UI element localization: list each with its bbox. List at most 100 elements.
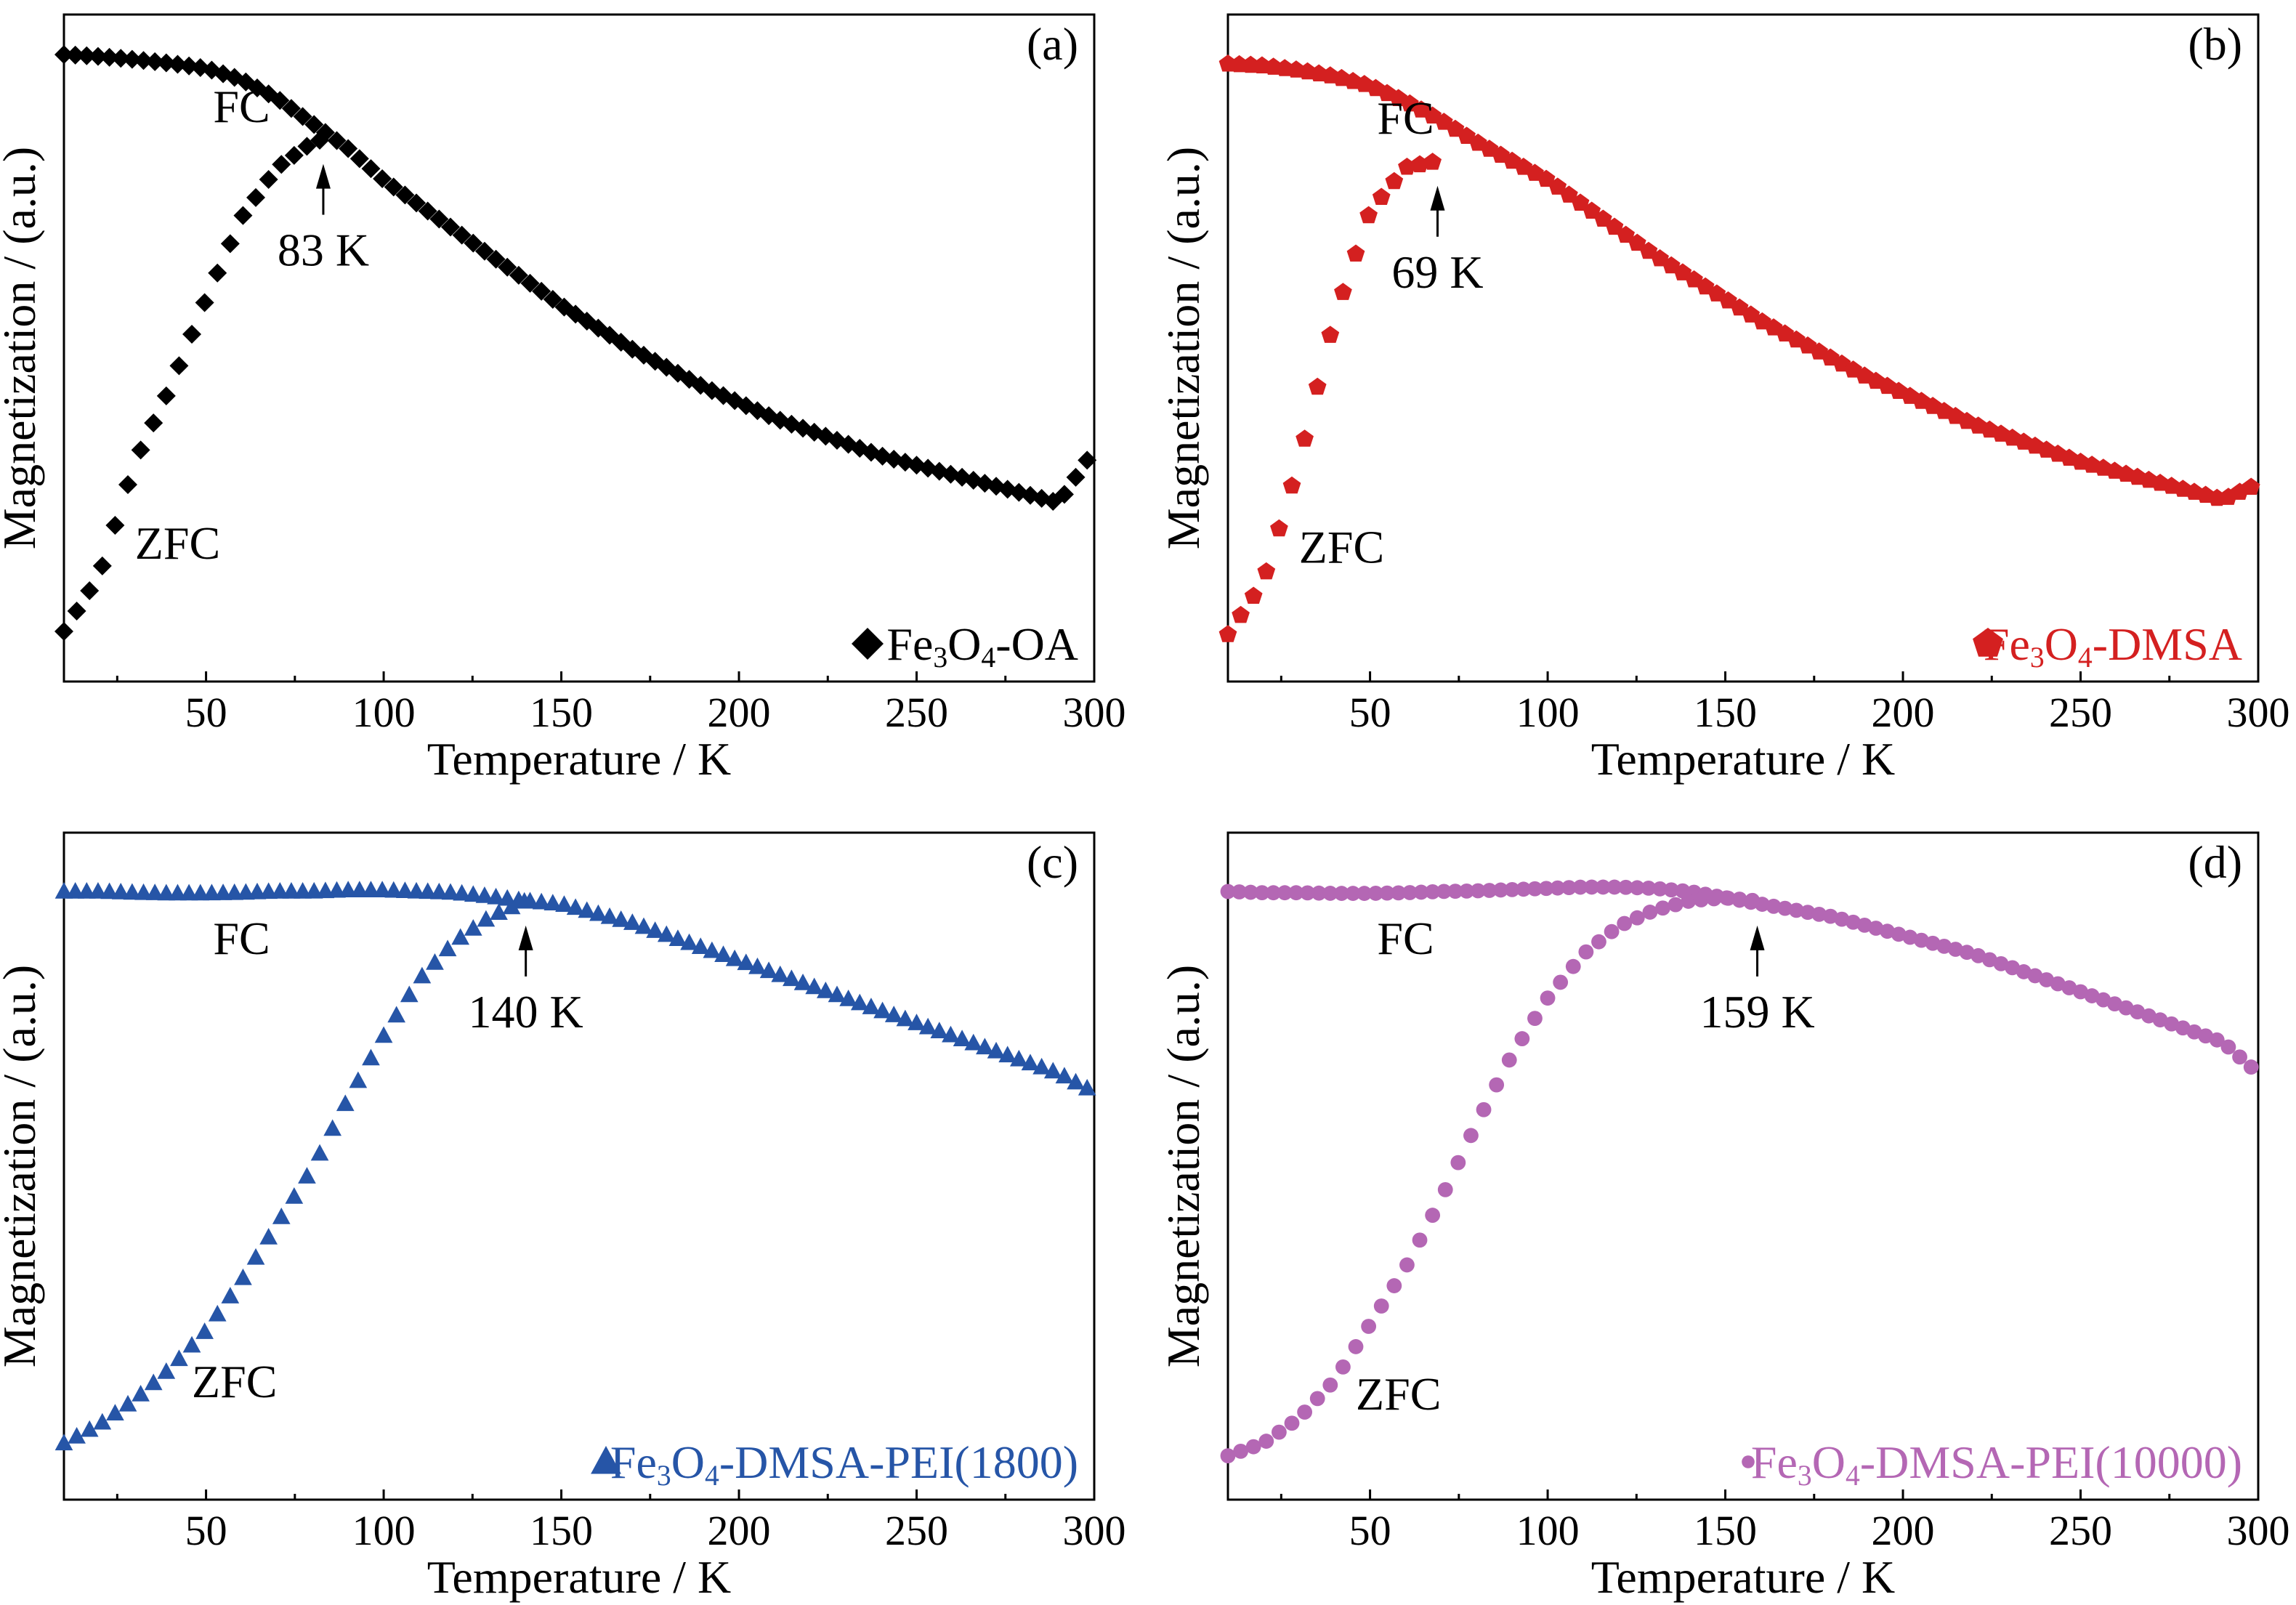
legend-marker — [1973, 628, 2003, 657]
fc-point — [384, 881, 403, 898]
x-tick-label: 100 — [352, 1507, 416, 1554]
fc-point — [2242, 477, 2260, 496]
fc-point — [1777, 900, 1793, 916]
fc-point — [2220, 1039, 2236, 1055]
fc-point — [77, 46, 97, 65]
zfc-point — [1437, 1181, 1453, 1197]
zfc-point — [1220, 1448, 1236, 1463]
fc-point — [111, 883, 130, 899]
fc-point — [66, 881, 84, 899]
panel-label: (b) — [2188, 18, 2242, 70]
fc-point — [1970, 947, 1986, 963]
fc-point — [225, 883, 244, 900]
fc-point — [1561, 880, 1577, 896]
x-tick-label: 100 — [1516, 1507, 1580, 1554]
fc-point — [2186, 1024, 2202, 1040]
fc-point — [88, 47, 108, 66]
fc-point — [54, 881, 73, 899]
fc-point — [918, 1017, 937, 1035]
zfc-point — [310, 1144, 329, 1161]
zfc-point — [92, 556, 112, 575]
fc-point — [1629, 880, 1645, 896]
fc-point — [2005, 960, 2021, 976]
fc-point — [1067, 1072, 1085, 1090]
zfc-label: ZFC — [1299, 521, 1384, 573]
fc-point — [612, 910, 631, 927]
fc-point — [748, 957, 767, 974]
fc-point — [1493, 882, 1508, 898]
zfc-point — [170, 1349, 188, 1367]
fc-point — [396, 881, 414, 899]
zfc-point — [464, 919, 482, 936]
fc-point — [2198, 1028, 2214, 1044]
zfc-point — [246, 1248, 265, 1265]
fc-point — [1470, 883, 1486, 899]
zfc-point — [1295, 429, 1314, 447]
zfc-point — [1604, 923, 1620, 939]
zfc-point — [195, 1322, 214, 1339]
fc-point — [247, 78, 267, 97]
fc-point — [293, 107, 312, 126]
fc-point — [896, 1009, 915, 1027]
fc-point — [1618, 879, 1634, 895]
zfc-point — [1476, 1101, 1492, 1117]
fc-point — [157, 884, 176, 901]
fc-point — [1482, 883, 1497, 898]
zfc-point — [349, 1071, 368, 1088]
x-tick-label: 50 — [1349, 1507, 1391, 1554]
zfc-point — [1321, 326, 1340, 343]
zfc-point — [400, 985, 419, 1003]
zfc-point — [234, 1268, 252, 1285]
zfc-point — [131, 440, 150, 460]
fc-point — [373, 169, 392, 188]
zfc-point — [93, 1412, 112, 1430]
zfc-point — [1578, 944, 1594, 960]
zfc-point — [80, 1420, 99, 1437]
fc-point — [1891, 926, 1907, 942]
panel-b: 50 100 150 200 250 300 Temperature / K Magnetiz… — [1157, 13, 2290, 785]
zfc-point — [1693, 892, 1709, 907]
fc-point — [1766, 898, 1782, 914]
fc-point — [1948, 942, 1963, 957]
fc-point — [1617, 225, 1636, 243]
fc-point — [1055, 1067, 1074, 1084]
zfc-point — [1334, 283, 1352, 300]
zfc-point — [1423, 153, 1442, 170]
fc-point — [1641, 880, 1657, 896]
fc-point — [1868, 921, 1884, 936]
zfc-label: ZFC — [192, 1356, 277, 1407]
x-tick-label: 100 — [1516, 689, 1580, 736]
fc-point — [1266, 885, 1281, 901]
panel-c: 50 100 150 200 250 300 Temperature / K Magnetiz… — [0, 831, 1126, 1603]
fc-point — [1288, 885, 1304, 901]
fc-point — [2095, 992, 2111, 1008]
x-axis-label: Temperature / K — [1591, 1551, 1895, 1603]
fc-point — [2118, 1000, 2134, 1016]
zfc-point — [272, 1207, 291, 1224]
zfc-point — [426, 953, 444, 970]
zfc-point — [132, 1385, 150, 1402]
fc-point — [1078, 1078, 1096, 1096]
zfc-point — [1218, 625, 1237, 642]
fc-point — [793, 973, 812, 990]
zfc-point — [1272, 1424, 1287, 1440]
fc-point — [566, 898, 585, 915]
x-axis-label: Temperature / K — [427, 733, 731, 785]
fc-point — [327, 131, 347, 150]
fc-point — [839, 990, 857, 1006]
fc-point — [1516, 881, 1532, 897]
fc-point — [2175, 1020, 2191, 1036]
peak-label: 140 K — [469, 986, 583, 1038]
fc-point — [281, 99, 301, 118]
zfc-point — [157, 1362, 176, 1379]
fc-point — [1550, 880, 1566, 896]
y-axis-label: Magnetization / (a.u.) — [1157, 965, 1209, 1367]
x-tick-label: 300 — [1063, 689, 1126, 736]
zfc-point — [1346, 244, 1365, 262]
zfc-point — [1232, 605, 1250, 623]
fc-point — [2107, 996, 2122, 1012]
zfc-point — [1244, 586, 1263, 604]
fc-label: FC — [1377, 913, 1434, 964]
fc-point — [2130, 1004, 2146, 1020]
